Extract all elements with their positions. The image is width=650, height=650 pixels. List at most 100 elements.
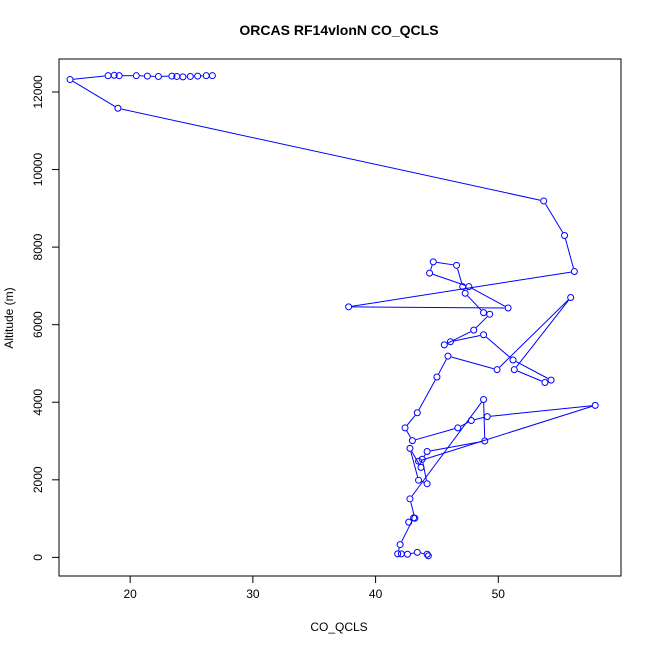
- series-segment: [410, 451, 419, 477]
- series-segment: [418, 379, 436, 410]
- data-point: [413, 548, 421, 556]
- data-point: [509, 356, 517, 364]
- series-segment: [516, 299, 569, 368]
- series-segment: [406, 430, 412, 438]
- data-point: [179, 73, 187, 81]
- series-segment: [438, 358, 447, 375]
- series-segment: [352, 306, 505, 309]
- series-segment: [411, 402, 482, 497]
- data-point: [461, 289, 469, 297]
- data-point: [493, 366, 501, 374]
- y-tick-label: 0: [31, 554, 45, 561]
- data-point: [504, 304, 512, 312]
- data-point: [104, 72, 112, 80]
- data-point: [467, 416, 475, 424]
- data-point: [202, 72, 210, 80]
- series-segment: [415, 428, 455, 441]
- y-tick-label: 2000: [31, 466, 45, 493]
- data-point: [208, 72, 216, 80]
- data-point: [567, 294, 575, 302]
- data-point: [66, 76, 74, 84]
- data-point: [405, 518, 413, 526]
- data-point: [143, 72, 151, 80]
- data-point: [433, 373, 441, 381]
- series-segment: [436, 261, 454, 266]
- series-segment: [410, 552, 414, 555]
- data-point: [423, 550, 431, 558]
- y-axis: 0 2000 4000 6000 8000 10000 12000: [31, 75, 60, 561]
- series-segment: [475, 316, 488, 328]
- series-segment: [490, 405, 592, 417]
- x-tick-label: 50: [492, 587, 506, 601]
- series-segment: [72, 80, 116, 107]
- data-point: [413, 409, 421, 417]
- series-segment: [421, 405, 593, 461]
- series-segment: [517, 370, 542, 382]
- data-point: [345, 303, 353, 311]
- data-point: [415, 476, 423, 484]
- series-segment: [453, 334, 481, 342]
- data-point: [401, 424, 409, 432]
- data-point: [186, 72, 194, 80]
- data-point: [547, 376, 555, 384]
- series-segment: [460, 421, 469, 427]
- data-point: [510, 366, 518, 374]
- y-tick-label: 10000: [31, 153, 45, 187]
- data-point: [446, 338, 454, 346]
- data-point: [154, 72, 162, 80]
- data-point: [403, 550, 411, 558]
- data-point: [459, 283, 467, 291]
- series-segment: [474, 416, 484, 421]
- data-point: [454, 424, 462, 432]
- series-segment: [432, 273, 466, 286]
- data-point: [480, 396, 488, 404]
- data-point: [465, 283, 473, 291]
- data-point: [406, 444, 414, 452]
- series-segment: [564, 238, 574, 269]
- data-point: [561, 231, 569, 239]
- data-point: [397, 550, 405, 558]
- x-axis: 20 30 40 50: [123, 575, 506, 601]
- data-point: [540, 197, 548, 205]
- data-point: [483, 413, 491, 421]
- data-point: [470, 326, 478, 334]
- data-point: [440, 341, 448, 349]
- series-segment: [121, 108, 541, 201]
- series-segment: [398, 547, 400, 551]
- series-segment: [423, 454, 426, 457]
- data-point: [168, 72, 176, 80]
- series-segment: [467, 295, 482, 311]
- data-point: [481, 437, 489, 445]
- data-point: [423, 448, 431, 456]
- plot-frame: [58, 58, 622, 577]
- data-point: [408, 437, 416, 445]
- series-segment: [430, 441, 482, 452]
- data-point: [424, 552, 432, 560]
- series-segment: [545, 203, 564, 233]
- data-point: [396, 541, 404, 549]
- data-point: [429, 258, 437, 266]
- data-point: [444, 352, 452, 360]
- data-point: [418, 455, 426, 463]
- x-axis-label: CO_QCLS: [310, 620, 367, 634]
- y-tick-label: 6000: [31, 311, 45, 338]
- data-point: [426, 269, 434, 277]
- series-segment: [515, 361, 549, 379]
- data-point: [194, 72, 202, 80]
- data-point: [406, 495, 414, 503]
- data-point: [115, 72, 123, 80]
- series-segment: [499, 299, 569, 368]
- x-tick-label: 20: [123, 587, 137, 601]
- y-tick-label: 4000: [31, 389, 45, 416]
- data-point: [480, 309, 488, 317]
- data-point: [453, 261, 461, 269]
- series-segment: [420, 552, 424, 555]
- x-tick-label: 40: [369, 587, 383, 601]
- series-segment: [457, 268, 463, 284]
- data-point: [415, 457, 423, 465]
- data-point: [394, 550, 402, 558]
- series-segment: [410, 502, 415, 515]
- data-point: [541, 378, 549, 386]
- series-segment: [485, 336, 511, 359]
